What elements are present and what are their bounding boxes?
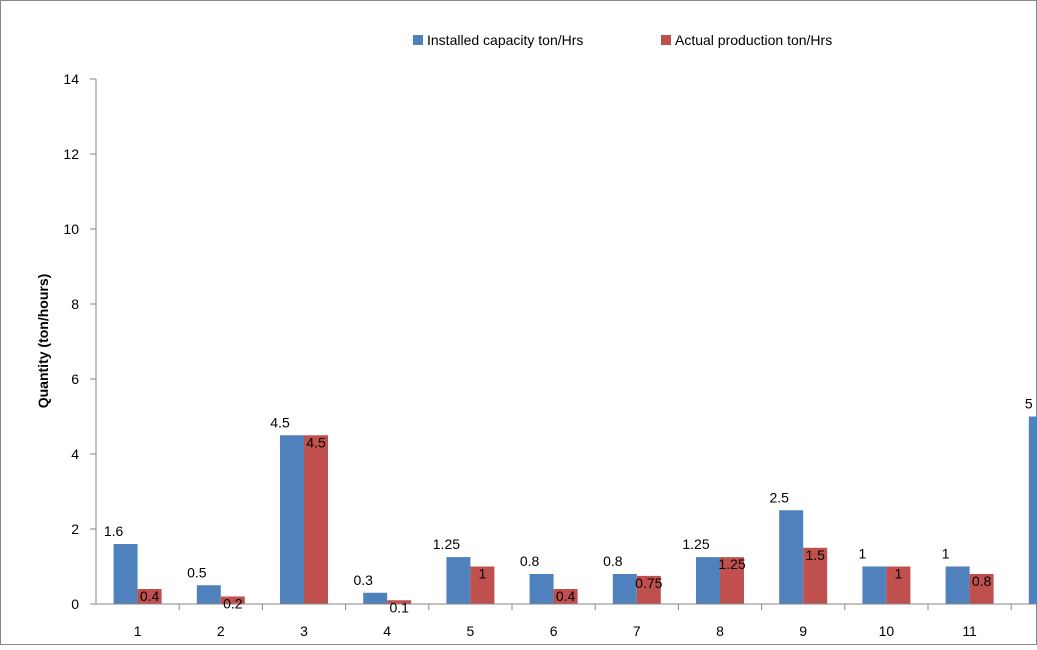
- data-label: 0.8: [603, 553, 623, 569]
- bar: [862, 566, 887, 604]
- data-label: 5: [1025, 396, 1033, 412]
- bar: [969, 574, 994, 604]
- legend-swatch: [661, 35, 671, 45]
- data-label: 1.25: [682, 536, 709, 552]
- y-tick-label: 4: [71, 446, 79, 462]
- data-label: 0.8: [520, 553, 540, 569]
- bar: [387, 600, 412, 604]
- x-tick-label: 6: [550, 623, 558, 639]
- data-label: 1: [479, 566, 487, 582]
- bar: [886, 566, 911, 604]
- data-label: 1.6: [104, 523, 124, 539]
- data-label: 1: [859, 546, 867, 562]
- bar: [113, 544, 138, 604]
- data-label: 1.25: [433, 536, 460, 552]
- bar: [612, 574, 637, 604]
- bar: [470, 566, 495, 604]
- x-tick-label: 4: [383, 623, 391, 639]
- y-tick-label: 6: [71, 371, 79, 387]
- legend-label: Actual production ton/Hrs: [675, 32, 832, 48]
- y-axis: 0 2 4 6 8 10 12 14: [63, 71, 97, 612]
- bar: [137, 589, 162, 604]
- y-tick-label: 14: [63, 71, 79, 87]
- bar: [696, 557, 720, 604]
- bar: [280, 435, 304, 604]
- x-tick-label: 5: [467, 623, 475, 639]
- data-label: 1: [895, 566, 903, 582]
- data-label: 0.8: [972, 573, 992, 589]
- bar: [945, 566, 970, 604]
- bar-group: [113, 416, 1037, 604]
- x-tick-label: 10: [879, 623, 895, 639]
- y-axis-title: Quantity (ton/hours): [35, 274, 51, 409]
- data-label: 4.5: [270, 414, 290, 430]
- legend-label: Installed capacity ton/Hrs: [427, 32, 583, 48]
- bar: [196, 585, 221, 604]
- y-tick-label: 0: [71, 596, 79, 612]
- bar: [553, 589, 578, 604]
- data-label: 0.3: [353, 572, 373, 588]
- legend-swatch: [413, 35, 423, 45]
- data-label: 0.4: [556, 588, 576, 604]
- data-label: 4.5: [306, 434, 326, 450]
- bar: [304, 435, 328, 604]
- data-label: 1: [942, 546, 950, 562]
- bar: [446, 557, 471, 604]
- bar: [220, 596, 245, 604]
- y-tick-label: 8: [71, 296, 79, 312]
- bar: [720, 557, 744, 604]
- data-label: 1.5: [805, 547, 825, 563]
- x-tick-label: 11: [962, 623, 977, 639]
- y-tick-label: 12: [63, 146, 79, 162]
- x-tick-label: 1: [134, 623, 142, 639]
- bar: [529, 574, 554, 604]
- legend: Installed capacity ton/Hrs Actual product…: [413, 32, 832, 48]
- bar: [803, 547, 828, 604]
- x-tick-label: 3: [300, 623, 308, 639]
- data-label: 0.5: [187, 564, 207, 580]
- x-tick-label: 8: [716, 623, 724, 639]
- y-tick-label: 10: [63, 221, 79, 237]
- bar: [1028, 416, 1037, 604]
- data-label: 0.2: [223, 596, 243, 612]
- x-axis: 1 2 3 4 5 6 7 8 9 10 11: [96, 603, 1037, 639]
- bar: [636, 575, 661, 604]
- y-tick-label: 2: [71, 521, 79, 537]
- data-labels: 1.6 0.5 4.5 0.3 1.25 0.8 0.8 1.25 2.5 1 1 5 0.4 0.2 4.…: [104, 396, 1033, 616]
- data-label: 2.5: [769, 489, 789, 505]
- x-tick-label: 9: [799, 623, 807, 639]
- x-tick-label: 2: [217, 623, 225, 639]
- bar: [363, 592, 388, 604]
- data-label: 0.75: [635, 575, 662, 591]
- data-label: 0.4: [140, 588, 160, 604]
- x-tick-label: 7: [633, 623, 641, 639]
- data-label: 0.1: [389, 599, 409, 615]
- bar: [779, 510, 804, 604]
- data-label: 1.25: [718, 556, 745, 572]
